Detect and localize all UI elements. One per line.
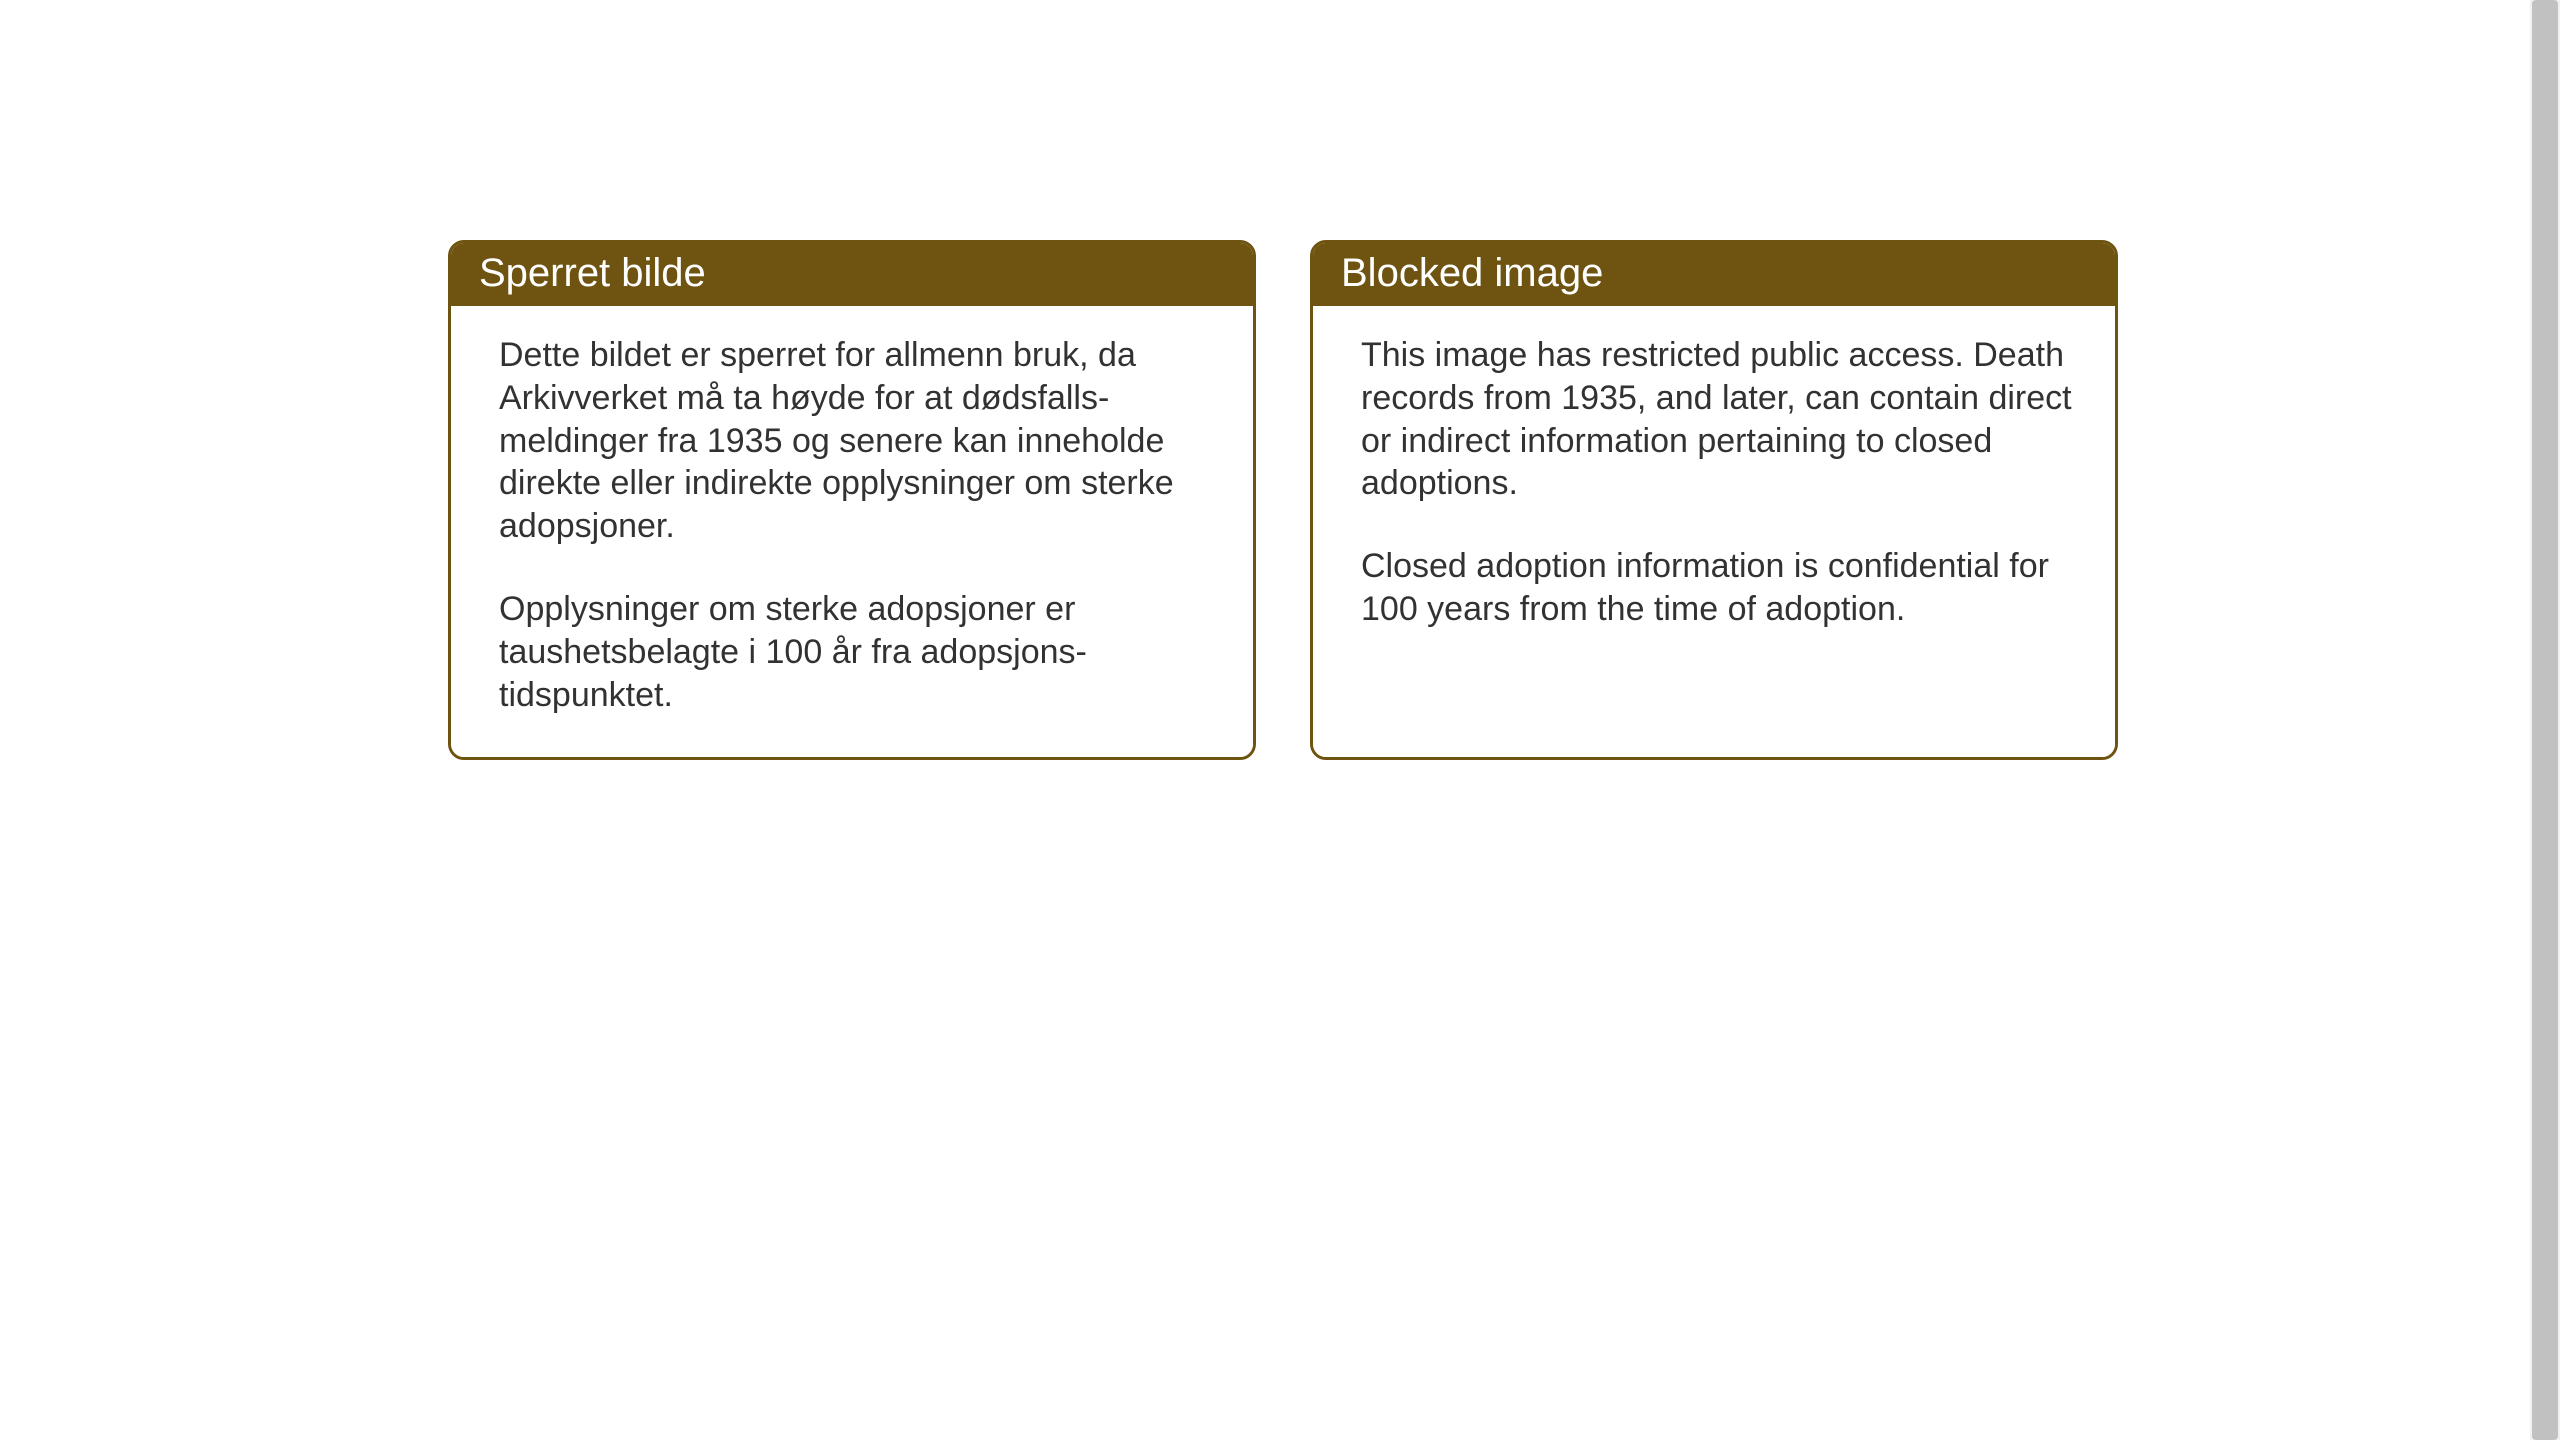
scrollbar-thumb[interactable] <box>2532 0 2558 1440</box>
notice-paragraph-1-norwegian: Dette bildet er sperret for allmenn bruk… <box>499 334 1217 548</box>
notice-container: Sperret bilde Dette bildet er sperret fo… <box>0 0 2560 760</box>
notice-paragraph-1-english: This image has restricted public access.… <box>1361 334 2079 505</box>
notice-body-english: This image has restricted public access.… <box>1313 306 2115 757</box>
notice-paragraph-2-english: Closed adoption information is confident… <box>1361 545 2079 631</box>
notice-card-norwegian: Sperret bilde Dette bildet er sperret fo… <box>448 240 1256 760</box>
notice-paragraph-2-norwegian: Opplysninger om sterke adopsjoner er tau… <box>499 588 1217 716</box>
notice-header-norwegian: Sperret bilde <box>451 243 1253 306</box>
notice-body-norwegian: Dette bildet er sperret for allmenn bruk… <box>451 306 1253 757</box>
notice-header-english: Blocked image <box>1313 243 2115 306</box>
notice-card-english: Blocked image This image has restricted … <box>1310 240 2118 760</box>
scrollbar-track[interactable] <box>2530 0 2560 1440</box>
